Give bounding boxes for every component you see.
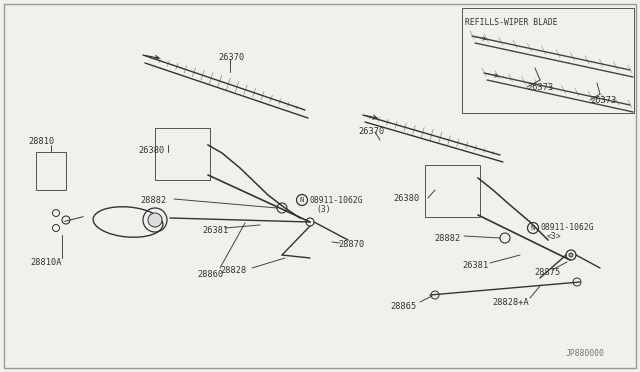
Text: REFILLS-WIPER BLADE: REFILLS-WIPER BLADE xyxy=(465,18,557,27)
Circle shape xyxy=(569,253,573,257)
Text: 08911-1062G: 08911-1062G xyxy=(541,223,595,232)
Text: 26380: 26380 xyxy=(393,194,419,203)
Bar xyxy=(155,128,210,180)
Text: 26381: 26381 xyxy=(202,226,228,235)
Text: 26370: 26370 xyxy=(218,53,244,62)
Text: JP880000: JP880000 xyxy=(566,349,605,358)
Text: 26381: 26381 xyxy=(462,261,488,270)
Text: N: N xyxy=(531,225,535,231)
Text: 28870: 28870 xyxy=(338,240,364,249)
Bar xyxy=(425,165,480,217)
Bar xyxy=(36,152,66,190)
Text: (3): (3) xyxy=(316,205,331,214)
FancyArrowPatch shape xyxy=(65,217,83,221)
Text: 28882: 28882 xyxy=(434,234,460,243)
Text: 28828: 28828 xyxy=(220,266,246,275)
Text: N: N xyxy=(300,197,304,203)
Circle shape xyxy=(148,213,162,227)
Text: 26373: 26373 xyxy=(590,96,616,105)
Text: 26380: 26380 xyxy=(138,146,164,155)
Text: 26370: 26370 xyxy=(358,127,384,136)
Text: 28810A: 28810A xyxy=(30,258,61,267)
Text: 08911-1062G: 08911-1062G xyxy=(310,196,364,205)
Text: 26373: 26373 xyxy=(527,83,553,92)
Text: 28810: 28810 xyxy=(28,137,54,146)
Text: 28882: 28882 xyxy=(140,196,166,205)
Text: 28875: 28875 xyxy=(534,268,560,277)
Text: 28828+A: 28828+A xyxy=(492,298,529,307)
Text: 28865: 28865 xyxy=(390,302,416,311)
Bar xyxy=(462,8,634,113)
Text: 28860: 28860 xyxy=(197,270,223,279)
Text: <3>: <3> xyxy=(547,232,562,241)
